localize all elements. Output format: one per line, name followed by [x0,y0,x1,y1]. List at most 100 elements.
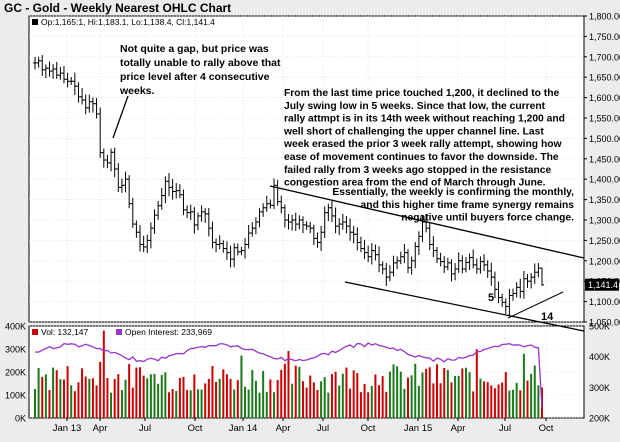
volume-bar [164,372,167,418]
chart-title: GC - Gold - Weekly Nearest OHLC Chart [4,1,232,15]
volume-bar [283,363,286,418]
volume-y-tick-label: 300K [5,345,26,355]
x-tick-label: Oct [361,423,376,434]
volume-bar [425,368,428,418]
volume-bar [222,369,225,418]
price-y-tick-label: 1,750.00 [589,32,620,42]
volume-bar [475,349,478,418]
volume-bar [439,383,442,418]
volume-bar [312,382,315,418]
volume-bar [493,388,496,418]
price-y-tick-label: 1,300.00 [589,216,620,226]
volume-bar [81,368,84,418]
oi-y-tick-label: 400K [589,352,610,362]
volume-bar [66,366,69,418]
last-price-badge [585,278,619,291]
volume-bar [178,377,181,418]
main-note-line: failed rally from 3 weeks ago stopped in… [284,165,552,176]
volume-bar [305,387,308,418]
volume-bar [233,389,236,418]
volume-bar [262,371,265,418]
oi-y-tick-label: 300K [589,383,610,393]
grid [29,15,584,419]
volume-bar [486,381,489,418]
oi-legend-text: Open Interest: 233,969 [125,327,212,337]
volume-bar [70,385,73,418]
gap-note-line: weeks. [119,85,155,97]
gap-note-line: Not quite a gap, but price was [120,43,269,55]
volume-bar [149,374,152,418]
volume-bar [414,363,417,418]
volume-bar [396,366,399,418]
volume-bar [265,391,268,418]
x-tick-label: Apr [451,423,466,434]
count-14-label: 14 [541,311,554,323]
volume-bar [504,372,507,418]
volume-bar [512,389,515,418]
count-5-label: 5 [488,292,494,304]
volume-bars [34,330,543,418]
volume-bar [102,330,105,418]
oi-y-tick-label: 200K [589,414,610,424]
price-y-tick-label: 1,550.00 [589,114,620,124]
volume-bar [519,390,522,418]
price-y-tick-label: 1,250.00 [589,236,620,246]
volume-bar [461,368,464,418]
volume-bar [251,370,254,418]
volume-bar [171,389,174,418]
volume-bar [73,391,76,418]
volume-bar [407,377,410,418]
volume-bar [298,366,301,418]
volume-bar [367,392,370,418]
volume-bar [160,374,163,418]
x-tick-label: Apr [276,423,291,434]
volume-bar [359,392,362,418]
x-tick-label: Jul [317,423,329,434]
volume-bar [215,382,218,418]
main-note-line: July swing low in 5 weeks. Since that lo… [284,101,546,112]
volume-bar [88,378,91,418]
volume-bar [120,390,123,418]
volume-bar [515,382,518,418]
volume-bar [338,385,341,418]
volume-bar [374,374,377,418]
volume-bar [457,375,460,418]
x-tick-label: Apr [93,423,108,434]
price-y-tick-label: 1,650.00 [589,73,620,83]
price-y-tick-label: 1,100.00 [589,297,620,307]
volume-bar [537,385,540,418]
x-tick-label: Jan 13 [53,423,82,434]
price-y-tick-label: 1,400.00 [589,175,620,185]
volume-bar [240,355,243,418]
volume-bar [196,389,199,418]
volume-bar [370,385,373,418]
volume-bar [167,392,170,418]
open-interest-line [34,342,543,408]
volume-bar [294,365,297,418]
volume-bar [157,383,160,418]
ohlc-legend-text: Op:1,165:1, Hi:1,183.1, Lo:1,138.4, Cl:1… [41,17,215,27]
volume-bar [508,390,511,418]
volume-bar [44,374,47,418]
volume-bar [334,371,337,418]
volume-bar [287,351,290,418]
gap-pointer-line [112,95,129,139]
oi-legend-swatch [116,329,122,335]
gap-note-line: totally unable to rally above that [120,57,281,69]
volume-bar [301,381,304,418]
volume-bar [247,389,250,418]
volume-bar [446,369,449,418]
volume-bar [356,373,359,418]
volume-bar [352,370,355,418]
volume-bar [244,386,247,418]
volume-bar [276,379,279,418]
volume-bar [399,371,402,418]
volume-bar [435,364,438,418]
volume-bar [378,385,381,418]
volume-bar [186,390,189,418]
volume-bar [128,363,131,418]
vol-legend-swatch [32,329,38,335]
volume-bar [309,375,312,418]
volume-bar [37,367,40,418]
main-note-line: rally attmpt is in its 14th week without… [284,114,565,125]
